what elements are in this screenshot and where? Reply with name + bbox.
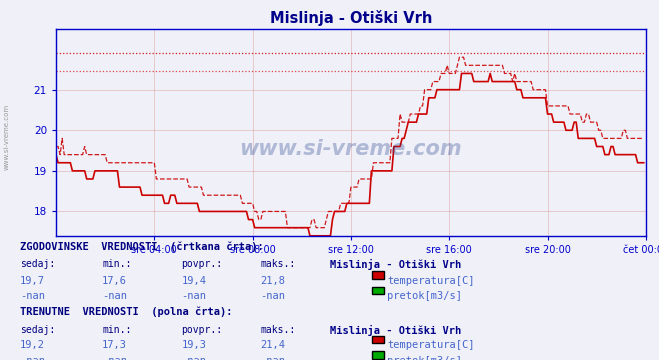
Text: -nan: -nan [102,291,127,301]
Title: Mislinja - Otiški Vrh: Mislinja - Otiški Vrh [270,10,432,26]
Text: -nan: -nan [181,291,206,301]
Text: -nan: -nan [20,356,45,360]
Text: sedaj:: sedaj: [20,259,55,269]
Text: www.si-vreme.com: www.si-vreme.com [3,104,10,170]
Text: 21,8: 21,8 [260,276,285,285]
Text: www.si-vreme.com: www.si-vreme.com [240,139,462,159]
Text: povpr.:: povpr.: [181,259,222,269]
Text: maks.:: maks.: [260,259,295,269]
Text: 19,3: 19,3 [181,341,206,350]
Text: -nan: -nan [181,356,206,360]
Text: ZGODOVINSKE  VREDNOSTI  (črtkana črta):: ZGODOVINSKE VREDNOSTI (črtkana črta): [20,241,264,252]
Text: min.:: min.: [102,259,132,269]
Text: sedaj:: sedaj: [20,325,55,335]
Text: -nan: -nan [260,291,285,301]
Text: Mislinja - Otiški Vrh: Mislinja - Otiški Vrh [330,325,461,336]
Text: Mislinja - Otiški Vrh: Mislinja - Otiški Vrh [330,259,461,270]
Text: temperatura[C]: temperatura[C] [387,341,475,350]
Text: 19,2: 19,2 [20,341,45,350]
Text: maks.:: maks.: [260,325,295,335]
Text: TRENUTNE  VREDNOSTI  (polna črta):: TRENUTNE VREDNOSTI (polna črta): [20,307,232,318]
Text: -nan: -nan [260,356,285,360]
Text: -nan: -nan [102,356,127,360]
Text: 17,6: 17,6 [102,276,127,285]
Text: temperatura[C]: temperatura[C] [387,276,475,285]
Text: pretok[m3/s]: pretok[m3/s] [387,291,463,301]
Text: 17,3: 17,3 [102,341,127,350]
Text: 19,7: 19,7 [20,276,45,285]
Text: min.:: min.: [102,325,132,335]
Text: -nan: -nan [20,291,45,301]
Text: povpr.:: povpr.: [181,325,222,335]
Text: 21,4: 21,4 [260,341,285,350]
Text: pretok[m3/s]: pretok[m3/s] [387,356,463,360]
Text: 19,4: 19,4 [181,276,206,285]
